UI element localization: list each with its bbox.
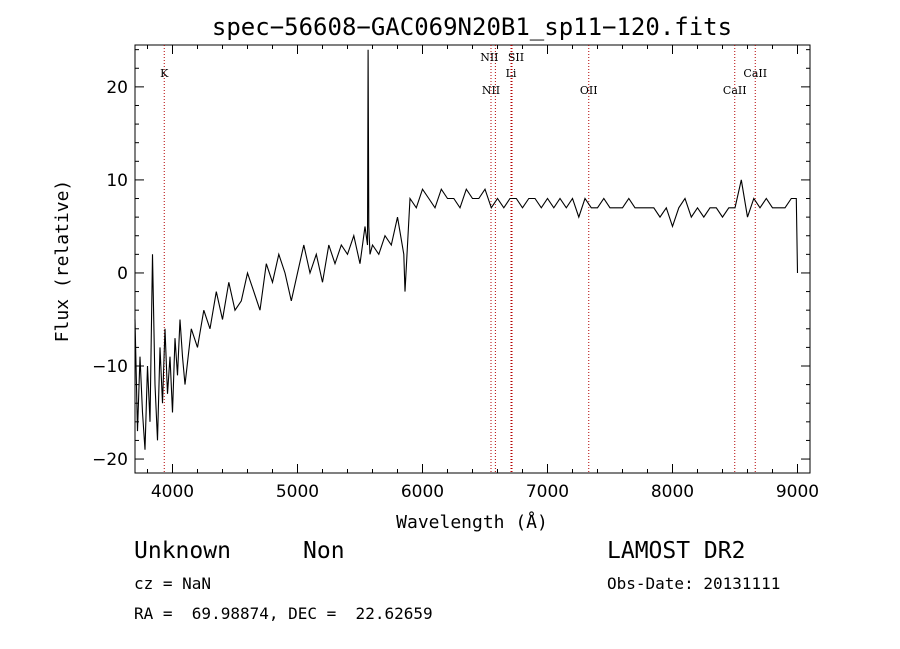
emission-line-label: K <box>160 67 169 80</box>
x-tick-label: 4000 <box>151 482 194 502</box>
y-tick-label: 20 <box>106 78 128 98</box>
survey-label: LAMOST DR2 <box>607 538 746 564</box>
y-tick-label: −10 <box>92 357 128 377</box>
plot-area: 4000 5000 6000 7000 8000 9000 −20 −10 0 10 20 K NII N… <box>92 44 819 502</box>
spectrum-line <box>134 49 799 450</box>
plot-frame <box>134 44 811 474</box>
emission-line-label: SII <box>508 51 524 64</box>
emission-line-label: CaII <box>723 84 747 97</box>
chart-title: spec−56608−GAC069N20B1_sp11−120.fits <box>212 13 732 41</box>
emission-line-label: CaII <box>743 67 767 80</box>
x-tick-label: 5000 <box>276 482 319 502</box>
x-tick-label: 6000 <box>401 482 444 502</box>
coordinates: RA = 69.98874, DEC = 22.62659 <box>134 604 433 623</box>
x-tick-label: 9000 <box>776 482 819 502</box>
subclass-label: Non <box>303 538 345 564</box>
emission-line-label: Li <box>506 67 517 80</box>
y-tick-label: 0 <box>117 264 128 284</box>
emission-line-label: OII <box>580 84 598 97</box>
x-tick-label: 8000 <box>651 482 694 502</box>
y-axis-label: Flux (relative) <box>52 180 73 343</box>
emission-line-label: NII <box>482 84 500 97</box>
x-tick-label: 7000 <box>526 482 569 502</box>
y-tick-label: 10 <box>106 171 128 191</box>
class-label: Unknown <box>134 538 231 564</box>
emission-line-label: NII <box>480 51 498 64</box>
obs-date: Obs-Date: 20131111 <box>607 574 781 593</box>
cz-value: cz = NaN <box>134 574 212 593</box>
y-tick-label: −20 <box>92 450 128 470</box>
x-axis-label: Wavelength (Å) <box>396 511 548 533</box>
